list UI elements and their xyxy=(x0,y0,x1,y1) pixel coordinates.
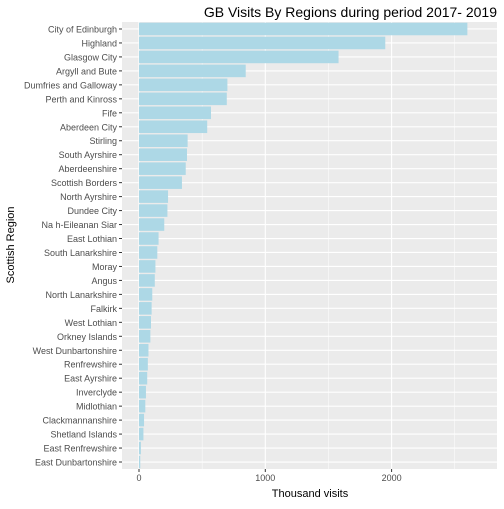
bar xyxy=(139,64,246,78)
bar xyxy=(139,50,339,64)
bar xyxy=(139,441,141,455)
x-tick-label: 1000 xyxy=(255,473,275,483)
y-tick-label: Angus xyxy=(91,276,117,286)
y-tick-label: Dumfries and Galloway xyxy=(24,80,118,90)
y-tick-label: Moray xyxy=(92,262,118,272)
bar xyxy=(139,204,168,217)
bar xyxy=(139,106,211,120)
bar xyxy=(139,330,151,343)
y-tick-label: Inverclyde xyxy=(76,388,117,398)
y-tick-label: South Lanarkshire xyxy=(44,248,117,258)
bar xyxy=(139,36,386,50)
y-tick-label: East Lothian xyxy=(67,234,117,244)
y-tick-label: Renfrewshire xyxy=(64,360,117,370)
bar xyxy=(139,302,152,315)
y-tick-label: Dundee City xyxy=(67,206,117,216)
y-tick-label: Falkirk xyxy=(91,304,118,314)
y-tick-label: East Dunbartonshire xyxy=(35,458,117,468)
bar xyxy=(139,260,156,273)
y-tick-label: Shetland Islands xyxy=(50,430,117,440)
bar xyxy=(139,120,208,134)
bar xyxy=(139,385,146,399)
y-tick-label: Aberdeenshire xyxy=(58,164,117,174)
x-axis-title: Thousand visits xyxy=(272,488,349,500)
bar xyxy=(139,22,468,36)
bar xyxy=(139,218,165,231)
bar xyxy=(139,455,141,469)
y-tick-label: Clackmannanshire xyxy=(42,416,117,426)
bar xyxy=(139,288,153,301)
y-tick-label: North Ayrshire xyxy=(60,192,117,202)
y-tick-label: Na h-Eileanan Siar xyxy=(41,220,117,230)
bar-layer xyxy=(139,22,468,469)
bar xyxy=(139,176,182,189)
y-tick-label: Highland xyxy=(81,38,117,48)
bar xyxy=(139,274,155,287)
chart-title: GB Visits By Regions during period 2017-… xyxy=(204,4,497,20)
bar xyxy=(139,92,227,106)
bar xyxy=(139,343,149,357)
bar xyxy=(139,148,187,161)
y-tick-label: South Ayrshire xyxy=(59,150,117,160)
bar xyxy=(139,78,228,92)
y-tick-label: Midlothian xyxy=(76,402,117,412)
y-tick-label: City of Edinburgh xyxy=(48,24,117,34)
bar xyxy=(139,162,186,175)
x-tick-label: 0 xyxy=(136,473,141,483)
y-tick-label: East Ayrshire xyxy=(64,374,117,384)
bar xyxy=(139,190,169,203)
y-tick-label: Scottish Borders xyxy=(51,178,118,188)
bar xyxy=(139,134,188,148)
y-tick-label: Argyll and Bute xyxy=(56,66,117,76)
y-tick-label: North Lanarkshire xyxy=(45,290,117,300)
y-tick-layer: City of Edinburgh Highland Glasgow City Arg… xyxy=(24,24,122,468)
y-axis-title: Scottish Region xyxy=(5,206,17,283)
bar xyxy=(139,246,158,259)
y-tick-label: Aberdeen City xyxy=(60,122,118,132)
bar xyxy=(139,357,148,371)
x-tick-label: 2000 xyxy=(382,473,402,483)
bar xyxy=(139,413,145,427)
bar xyxy=(139,399,146,413)
bar xyxy=(139,371,148,385)
y-tick-label: East Renfrewshire xyxy=(43,444,117,454)
bar xyxy=(139,232,159,245)
x-tick-layer: 0 1000 2000 xyxy=(136,469,402,483)
y-tick-label: Stirling xyxy=(89,136,117,146)
bar xyxy=(139,427,144,441)
y-tick-label: Glasgow City xyxy=(64,52,118,62)
y-tick-label: Fife xyxy=(102,108,117,118)
y-tick-label: Perth and Kinross xyxy=(45,94,117,104)
bar xyxy=(139,316,151,329)
y-tick-label: West Dunbartonshire xyxy=(33,346,117,356)
y-tick-label: Orkney Islands xyxy=(57,332,118,342)
y-tick-label: West Lothian xyxy=(65,318,117,328)
